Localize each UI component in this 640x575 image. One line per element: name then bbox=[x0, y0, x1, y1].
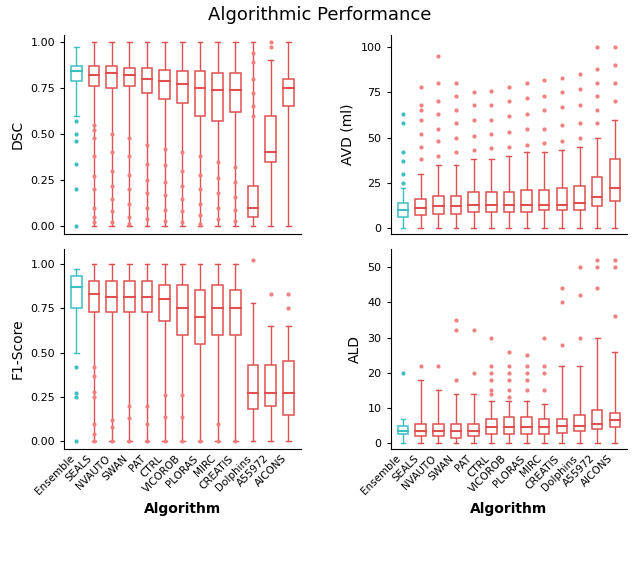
X-axis label: Algorithm: Algorithm bbox=[144, 502, 221, 516]
Bar bbox=[212, 285, 223, 335]
Bar bbox=[283, 362, 294, 415]
Bar bbox=[521, 190, 532, 212]
Bar bbox=[124, 68, 134, 86]
Bar bbox=[557, 419, 567, 432]
Bar bbox=[397, 426, 408, 434]
Bar bbox=[266, 365, 276, 406]
Bar bbox=[106, 281, 117, 312]
Y-axis label: AVD (ml): AVD (ml) bbox=[341, 104, 355, 165]
Bar bbox=[451, 424, 461, 438]
Y-axis label: ALD: ALD bbox=[348, 335, 362, 363]
Bar bbox=[141, 281, 152, 312]
Bar bbox=[283, 79, 294, 106]
Bar bbox=[141, 68, 152, 94]
Bar bbox=[124, 281, 134, 312]
X-axis label: Algorithm: Algorithm bbox=[470, 502, 547, 516]
Bar bbox=[486, 419, 497, 434]
Bar bbox=[248, 186, 259, 217]
Bar bbox=[89, 66, 99, 86]
Bar bbox=[397, 203, 408, 217]
Bar bbox=[521, 417, 532, 434]
Bar bbox=[230, 73, 241, 112]
Bar bbox=[177, 71, 188, 103]
Bar bbox=[468, 192, 479, 212]
Bar bbox=[557, 188, 567, 210]
Bar bbox=[539, 419, 550, 434]
Text: Algorithmic Performance: Algorithmic Performance bbox=[208, 6, 432, 24]
Bar bbox=[609, 159, 620, 201]
Bar bbox=[230, 290, 241, 335]
Bar bbox=[539, 190, 550, 210]
Bar bbox=[504, 192, 514, 212]
Bar bbox=[71, 66, 82, 80]
Bar bbox=[433, 424, 444, 436]
Bar bbox=[106, 66, 117, 88]
Bar bbox=[574, 415, 585, 431]
Bar bbox=[592, 410, 602, 429]
Bar bbox=[468, 424, 479, 436]
Bar bbox=[415, 424, 426, 436]
Bar bbox=[71, 276, 82, 308]
Bar bbox=[248, 365, 259, 409]
Bar bbox=[504, 417, 514, 434]
Y-axis label: DSC: DSC bbox=[11, 120, 25, 149]
Bar bbox=[415, 199, 426, 216]
Bar bbox=[212, 73, 223, 121]
Bar bbox=[433, 196, 444, 214]
Bar bbox=[266, 116, 276, 162]
Y-axis label: F1-Score: F1-Score bbox=[11, 319, 25, 380]
Bar bbox=[195, 71, 205, 116]
Bar bbox=[89, 281, 99, 312]
Bar bbox=[574, 186, 585, 210]
Bar bbox=[486, 192, 497, 212]
Bar bbox=[592, 178, 602, 206]
Bar bbox=[609, 413, 620, 427]
Bar bbox=[195, 290, 205, 344]
Bar bbox=[159, 285, 170, 320]
Bar bbox=[451, 196, 461, 214]
Bar bbox=[177, 285, 188, 335]
Bar bbox=[159, 70, 170, 99]
